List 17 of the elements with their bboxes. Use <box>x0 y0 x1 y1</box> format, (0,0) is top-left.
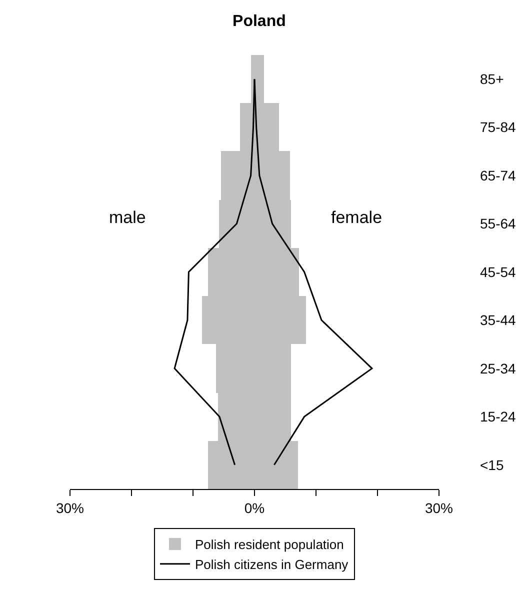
y-tick-label: 35-44 <box>480 312 516 328</box>
annotation: male <box>109 208 146 227</box>
y-tick-label: <15 <box>480 456 504 473</box>
y-tick-label: 55-64 <box>480 216 516 232</box>
legend-label: Polish citizens in Germany <box>195 556 349 572</box>
x-tick-label: 30% <box>56 500 84 516</box>
y-tick-label: 65-74 <box>480 167 516 184</box>
legend-label: Polish resident population <box>195 537 344 552</box>
y-tick-label: 75-84 <box>480 119 516 136</box>
y-tick-label: 25-34 <box>480 360 516 376</box>
y-tick-label: 45-54 <box>480 264 516 280</box>
x-tick-label: 30% <box>424 500 454 516</box>
x-tick-label: 0% <box>244 500 265 516</box>
y-tick-label: 85+ <box>480 71 504 88</box>
chart-title: Poland <box>232 13 286 30</box>
annotation: female <box>331 208 382 227</box>
y-tick-label: 15-24 <box>480 408 516 425</box>
